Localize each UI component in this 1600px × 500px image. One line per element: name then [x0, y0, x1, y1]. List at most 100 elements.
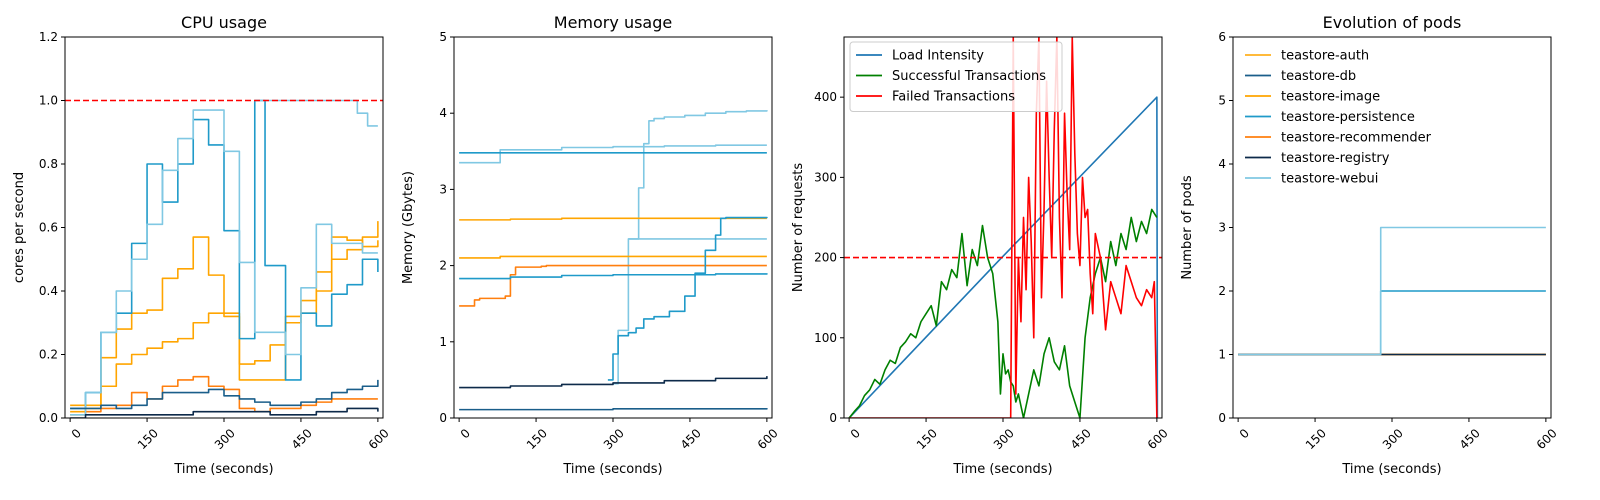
axes-frame — [64, 36, 384, 419]
series-line-6 — [254, 99, 378, 127]
y-tick-label: 0 — [829, 411, 837, 425]
series-line-7 — [459, 273, 768, 280]
axes-frame — [453, 36, 773, 419]
y-axis-label: Memory (Gbytes) — [401, 171, 416, 284]
y-tick-label: 2 — [1218, 284, 1226, 298]
series-line-2 — [628, 110, 768, 240]
legend-label: teastore-auth — [1281, 49, 1369, 64]
legend-label: teastore-recommender — [1281, 131, 1432, 146]
y-tick-label: 2 — [439, 259, 447, 273]
chart-title: Memory usage — [554, 13, 672, 32]
legend-label: Successful Transactions — [892, 69, 1046, 84]
plot-area — [70, 99, 379, 418]
series-line-4 — [459, 217, 767, 221]
legend-label: teastore-registry — [1281, 151, 1390, 166]
y-tick-label: 0.8 — [39, 157, 58, 171]
x-axis-label: Time (seconds) — [1341, 462, 1441, 477]
y-tick-label: 1 — [1218, 348, 1226, 362]
y-tick-label: 5 — [439, 30, 447, 44]
x-tick-label: 600 — [1534, 426, 1560, 452]
x-tick-label: 450 — [1068, 426, 1094, 452]
y-axis-label: cores per second — [12, 172, 27, 283]
y-tick-label: 0.6 — [39, 221, 58, 235]
x-tick-label: 0 — [69, 426, 84, 441]
axes-frame — [1232, 36, 1552, 419]
series-line-1 — [70, 236, 379, 407]
y-tick-label: 300 — [814, 170, 837, 184]
y-tick-label: 3 — [439, 182, 447, 196]
y-tick-label: 5 — [1218, 94, 1226, 108]
y-tick-label: 1 — [439, 335, 447, 349]
legend-label: Load Intensity — [892, 49, 984, 64]
y-tick-label: 1.0 — [39, 94, 58, 108]
x-tick-label: 450 — [1457, 426, 1483, 452]
x-tick-label: 600 — [755, 426, 781, 452]
chart-panel-4: Evolution of pods 0 150 300 450 600 0 1 2 3 4 5 6 Tim… — [1180, 13, 1560, 477]
y-tick-label: 200 — [814, 251, 837, 265]
series-line-10 — [459, 376, 768, 389]
x-axis-label: Time (seconds) — [562, 462, 662, 477]
x-tick-label: 600 — [366, 426, 392, 452]
series-line-11 — [459, 408, 768, 411]
x-tick-label: 150 — [914, 426, 940, 452]
y-tick-label: 6 — [1218, 30, 1226, 44]
x-axis-label: Time (seconds) — [173, 462, 273, 477]
chart-panel-3: 0 150 300 450 600 0 100 200 300 400 Time (seconds)… — [791, 36, 1171, 477]
series-line-5 — [459, 255, 767, 259]
series-line-6 — [459, 264, 767, 307]
y-tick-label: 100 — [814, 331, 837, 345]
series-line-7 — [70, 379, 379, 410]
y-tick-label: 0.4 — [39, 284, 58, 298]
x-tick-label: 300 — [1380, 426, 1406, 452]
x-tick-label: 450 — [678, 426, 704, 452]
x-tick-label: 150 — [524, 426, 550, 452]
series-line-2 — [70, 221, 379, 413]
y-tick-label: 1.2 — [39, 30, 58, 44]
series-line-8 — [607, 216, 768, 381]
axes-frame — [843, 36, 1163, 419]
y-tick-label: 0.2 — [39, 348, 58, 362]
series-line-load-intensity — [848, 96, 1159, 418]
x-tick-label: 450 — [289, 426, 315, 452]
legend: Load Intensity Successful Transactions Fai… — [849, 41, 1063, 112]
legend-label: Failed Transactions — [892, 90, 1015, 105]
y-tick-label: 3 — [1218, 221, 1226, 235]
x-tick-label: 600 — [1145, 426, 1171, 452]
x-tick-label: 300 — [212, 426, 238, 452]
y-tick-label: 0.0 — [39, 411, 58, 425]
x-tick-label: 300 — [601, 426, 627, 452]
chart-title: CPU usage — [181, 13, 267, 32]
x-tick-label: 0 — [1237, 426, 1252, 441]
legend-box — [849, 41, 1063, 112]
chart-panel-1: CPU usage 0 150 300 450 600 0.0 0.2 0.4 0.6 0.8 1.0… — [12, 13, 392, 477]
y-axis-label: Number of requests — [791, 163, 806, 292]
y-tick-label: 4 — [1218, 157, 1226, 171]
series-line-8 — [70, 407, 379, 418]
series-line-successful-transactions — [848, 208, 1158, 418]
series-line-teastore-webui — [1238, 226, 1546, 356]
x-tick-label: 300 — [991, 426, 1017, 452]
legend-label: teastore-webui — [1281, 172, 1378, 187]
y-tick-label: 4 — [439, 106, 447, 120]
chart-title: Evolution of pods — [1323, 13, 1462, 32]
series-line-failed-transactions — [849, 37, 1158, 418]
legend: teastore-auth teastore-db teastore-image te… — [1245, 49, 1432, 187]
legend-label: teastore-persistence — [1281, 110, 1415, 125]
legend-label: teastore-image — [1281, 90, 1380, 105]
plot-area — [459, 110, 768, 411]
x-tick-label: 0 — [848, 426, 863, 441]
y-tick-label: 0 — [439, 411, 447, 425]
x-tick-label: 150 — [135, 426, 161, 452]
series-line-3 — [613, 238, 767, 385]
plot-area — [848, 37, 1159, 418]
series-line-teastore-persistence — [1238, 290, 1546, 356]
series-line-1 — [459, 144, 767, 164]
legend-label: teastore-db — [1281, 69, 1356, 84]
plot-area — [1238, 226, 1546, 356]
y-tick-label: 400 — [814, 90, 837, 104]
x-axis-label: Time (seconds) — [952, 462, 1052, 477]
series-line-4 — [70, 99, 379, 410]
x-tick-label: 150 — [1303, 426, 1329, 452]
y-axis-label: Number of pods — [1180, 175, 1195, 279]
